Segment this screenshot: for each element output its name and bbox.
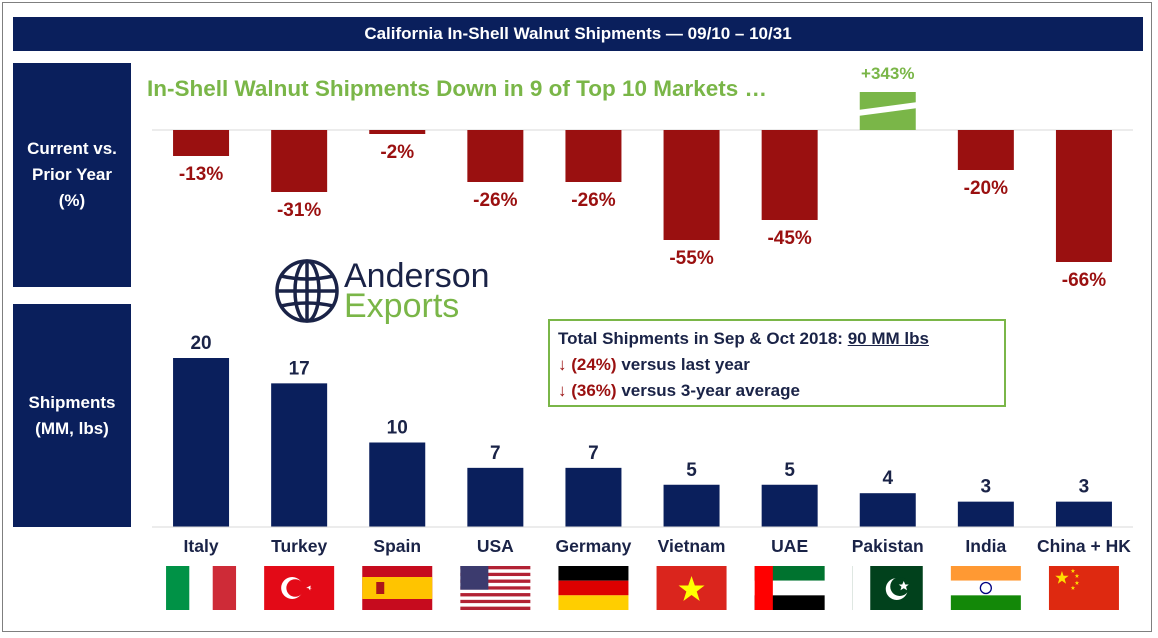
shipment-label-0: 20 [190,333,211,354]
shipment-bar-3 [467,467,524,527]
uae-flag [754,566,825,610]
yoy-bar-2 [369,130,426,134]
yoy-label-0: -13% [179,164,223,185]
shipment-bar-6 [761,484,818,527]
yoy-label-3: -26% [473,190,517,211]
axis-break-mark [857,102,918,116]
shipment-bar-7 [859,493,916,527]
shipment-label-2: 10 [387,418,408,439]
yoy-label-9: -66% [1062,270,1106,291]
shipment-bar-4 [565,467,622,527]
category-label-2: Spain [373,536,421,556]
pakistan-flag [852,566,923,610]
category-label-9: China + HK [1037,536,1131,556]
shipment-bar-2 [369,442,426,527]
shipment-bar-0 [173,358,230,527]
page-title: California In-Shell Walnut Shipments — 0… [13,17,1143,51]
shipment-label-5: 5 [686,460,697,481]
category-label-4: Germany [556,536,632,556]
yoy-label-2: -2% [380,142,414,163]
category-label-0: Italy [184,536,219,556]
headline: In-Shell Walnut Shipments Down in 9 of T… [147,76,768,101]
category-label-6: UAE [771,536,808,556]
yoy-bar-6 [761,130,818,220]
category-label-5: Vietnam [658,536,726,556]
india-flag [950,566,1021,610]
logo-text-exports: Exports [344,287,460,325]
shipment-bar-8 [957,501,1014,527]
yoy-label-4: -26% [571,190,615,211]
china-flag [1048,566,1119,610]
germany-flag [558,566,629,610]
shipment-label-1: 17 [289,358,310,379]
yoy-bar-8 [957,130,1014,170]
down-arrow-icon: ↓ [558,381,567,400]
yoy-bar-5 [663,130,720,240]
shipment-label-6: 5 [784,460,795,481]
yoy-bar-4 [565,130,622,182]
yoy-label-6: -45% [767,228,811,249]
logo-text-anderson: Anderson [344,257,490,295]
category-label-8: India [965,536,1006,556]
shipment-bar-5 [663,484,720,527]
shipment-label-7: 4 [882,468,893,489]
yoy-label-8: -20% [964,178,1008,199]
yoy-axis-label: Current vs. Prior Year (%) [13,63,131,287]
yoy-bar-3 [467,130,524,182]
category-label-3: USA [477,536,514,556]
summary-yoy-line: ↓ (24%) versus last year [558,355,750,374]
category-label-1: Turkey [271,536,327,556]
shipment-label-9: 3 [1079,477,1090,498]
yoy-bar-1 [271,130,328,192]
summary-box: Total Shipments in Sep & Oct 2018: 90 MM… [548,319,1006,407]
yoy-label-1: -31% [277,200,321,221]
yoy-bar-0 [173,130,230,156]
shipment-bar-9 [1055,501,1112,527]
summary-total-line: Total Shipments in Sep & Oct 2018: 90 MM… [558,329,929,348]
shipment-label-8: 3 [981,477,992,498]
summary-3yr-line: ↓ (36%) versus 3-year average [558,381,800,400]
italy-flag [166,566,237,610]
shipment-bar-1 [271,383,328,527]
vietnam-flag [656,566,727,610]
yoy-label-5: -55% [669,248,713,269]
spain-flag [362,566,433,610]
yoy-label-7: +343% [861,64,914,83]
usa-flag [460,566,531,610]
category-label-7: Pakistan [852,536,924,556]
yoy-bar-9 [1055,130,1112,262]
shipments-axis-label: Shipments (MM, lbs) [13,304,131,527]
shipment-label-3: 7 [490,443,501,464]
turkey-flag [264,566,335,610]
down-arrow-icon: ↓ [558,355,567,374]
shipment-label-4: 7 [588,443,599,464]
